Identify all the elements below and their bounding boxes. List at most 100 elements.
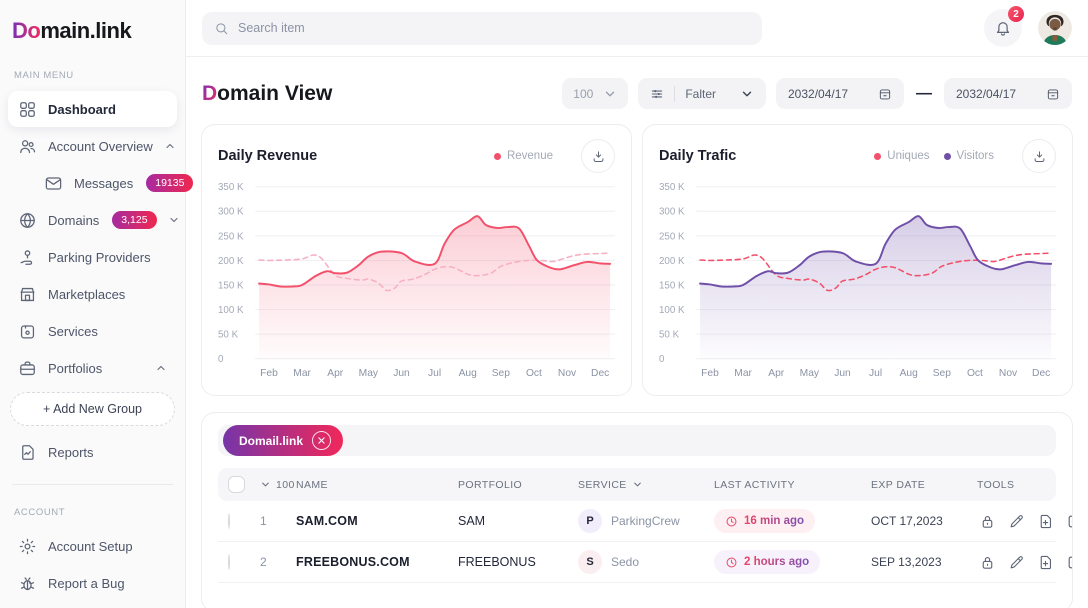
app-logo: Domain.link (8, 14, 177, 62)
sidebar-item-services[interactable]: Services (8, 313, 177, 349)
table-header-exp-date[interactable]: EXP DATE (871, 478, 926, 491)
chevron-down-icon[interactable] (168, 214, 180, 226)
sidebar-item-dashboard[interactable]: Dashboard (8, 91, 177, 127)
filter-dropdown[interactable]: Falter (638, 78, 766, 109)
table-row[interactable]: 2 FREEBONUS.COM FREEBONUS S Sedo 2 hours… (218, 542, 1072, 583)
topbar-right: 2 (984, 6, 1072, 47)
chevron-up-icon[interactable] (155, 362, 167, 374)
date-from-picker[interactable]: 2032/04/17 (776, 78, 904, 109)
edit-icon[interactable] (1006, 511, 1026, 531)
table-header-row: 100 NAME PORTFOLIO SERVICE LAST ACTIVITY… (218, 468, 1056, 501)
sidebar-item-marketplaces[interactable]: Marketplaces (8, 276, 177, 312)
svg-text:Jun: Jun (834, 368, 851, 379)
row-checkbox[interactable] (228, 554, 230, 570)
download-chart-button[interactable] (581, 139, 615, 173)
box-icon (18, 322, 37, 341)
lock-icon[interactable] (977, 511, 997, 531)
mail-icon (44, 174, 63, 193)
date-from-value: 2032/04/17 (788, 86, 849, 101)
svg-text:Oct: Oct (967, 368, 983, 379)
svg-text:Dec: Dec (591, 368, 609, 379)
svg-text:300 K: 300 K (659, 207, 685, 218)
domains-table-card: Domail.link 100 NAME PORTFOLIO SERVICE L… (201, 412, 1073, 608)
sidebar-item-label: Domains (48, 212, 100, 228)
chevron-down-icon (603, 87, 617, 101)
users-icon (18, 137, 37, 156)
note-add-icon[interactable] (1064, 552, 1072, 572)
sidebar-item-account-setup[interactable]: Account Setup (8, 528, 177, 564)
grid-icon (18, 100, 37, 119)
divider (674, 85, 676, 102)
svg-text:150 K: 150 K (659, 280, 685, 291)
sidebar-item-parking-providers[interactable]: Parking Providers (8, 239, 177, 275)
row-checkbox[interactable] (228, 513, 230, 529)
note-add-icon[interactable] (1064, 511, 1072, 531)
sidebar-item-portfolios[interactable]: Portfolios (8, 350, 177, 386)
lock-icon[interactable] (977, 552, 997, 572)
date-to-picker[interactable]: 2032/04/17 (944, 78, 1072, 109)
tools-cell (977, 552, 1072, 572)
table-row[interactable]: 1 SAM.COM SAM P ParkingCrew 16 min ago O… (218, 501, 1072, 542)
sidebar-item-label: Marketplaces (48, 286, 126, 302)
avatar-image (1038, 11, 1072, 45)
chart-card-daily-revenue: Daily Revenue Revenue 350 K 300 K 250 K 200 K… (201, 124, 632, 396)
svg-text:Oct: Oct (526, 368, 542, 379)
chevron-up-icon[interactable] (164, 140, 176, 152)
sidebar-item-label: Portfolios (48, 360, 103, 376)
parking-icon (18, 248, 37, 267)
edit-icon[interactable] (1006, 552, 1026, 572)
sidebar-item-account-overview[interactable]: Account Overview (8, 128, 177, 164)
count-badge: 3,125 (112, 211, 157, 229)
select-all-checkbox[interactable] (228, 476, 245, 493)
domain-name[interactable]: SAM.COM (296, 514, 358, 528)
table-header-portfolio[interactable]: PORTFOLIO (458, 478, 523, 491)
sidebar-item-domains[interactable]: Domains 3,125 (8, 202, 180, 238)
page-header: Domain View 100 Falter 2032/04/17 (201, 57, 1073, 124)
sidebar-item-report-a-bug[interactable]: Report a Bug (8, 565, 177, 601)
page-size-select[interactable]: 100 (562, 78, 629, 109)
chevron-down-icon (740, 87, 754, 101)
svg-text:200 K: 200 K (659, 256, 685, 267)
clock-icon (725, 556, 738, 569)
sidebar-item-label: Report a Bug (48, 575, 125, 591)
notification-count-badge: 2 (1008, 6, 1024, 22)
row-number: 1 (260, 514, 267, 528)
remove-filter-icon[interactable] (312, 431, 332, 450)
svg-text:250 K: 250 K (218, 231, 244, 242)
sidebar-section-label: MAIN MENU (14, 70, 74, 81)
page-title-accent: D (202, 81, 218, 105)
table-header-service[interactable]: SERVICE (578, 479, 714, 491)
portfolio-name: SAM (458, 514, 486, 528)
search-box[interactable] (202, 11, 762, 45)
report-icon (18, 443, 37, 462)
sidebar-item-reports[interactable]: Reports (8, 434, 177, 470)
page-title-rest: omain View (217, 81, 333, 105)
user-avatar[interactable] (1038, 11, 1072, 45)
table-header-tools: TOOLS (977, 478, 1015, 491)
svg-text:50 K: 50 K (218, 330, 239, 341)
svg-text:Mar: Mar (734, 368, 752, 379)
notifications-button[interactable]: 2 (984, 6, 1024, 47)
sidebar-item-label: Dashboard (48, 101, 116, 117)
svg-text:Feb: Feb (260, 368, 278, 379)
svg-text:Aug: Aug (459, 368, 478, 379)
file-add-icon[interactable] (1035, 552, 1055, 572)
file-add-icon[interactable] (1035, 511, 1055, 531)
table-header-name[interactable]: NAME (296, 478, 328, 491)
add-new-group-button[interactable]: + Add New Group (10, 392, 175, 426)
filter-chip-domail-link[interactable]: Domail.link (223, 425, 344, 456)
exp-date: OCT 17,2023 (871, 514, 943, 528)
bell-icon (994, 19, 1012, 37)
service-initial-badge: P (578, 509, 602, 533)
portfolio-name: FREEBONUS (458, 555, 536, 569)
last-activity-text: 16 min ago (744, 515, 805, 527)
chart-title: Daily Revenue (218, 148, 318, 164)
sidebar-item-messages[interactable]: Messages 19135 (34, 165, 194, 201)
svg-text:Jul: Jul (869, 368, 882, 379)
table-header-count[interactable]: 100 (260, 479, 296, 491)
download-chart-button[interactable] (1022, 139, 1056, 173)
clock-icon (725, 515, 738, 528)
table-header-last-activity[interactable]: LAST ACTIVITY (714, 478, 795, 491)
search-input[interactable] (238, 21, 750, 35)
domain-name[interactable]: FREEBONUS.COM (296, 555, 410, 569)
